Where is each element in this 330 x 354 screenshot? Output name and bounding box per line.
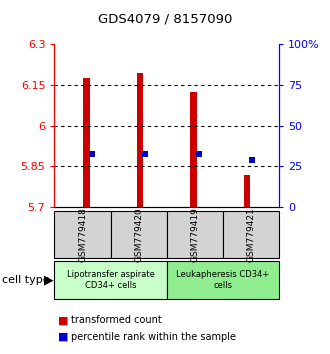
Text: GDS4079 / 8157090: GDS4079 / 8157090 — [98, 12, 232, 25]
Text: ▶: ▶ — [44, 274, 54, 286]
Text: GSM779418: GSM779418 — [78, 207, 87, 262]
Text: ■: ■ — [58, 332, 68, 342]
Text: GSM779419: GSM779419 — [190, 207, 199, 262]
Text: ■: ■ — [58, 315, 68, 325]
Text: Leukapheresis CD34+
cells: Leukapheresis CD34+ cells — [176, 270, 269, 290]
Bar — [137, 73, 143, 207]
Bar — [190, 92, 197, 207]
Bar — [83, 78, 90, 207]
Text: GSM779420: GSM779420 — [134, 207, 143, 262]
Text: GSM779421: GSM779421 — [246, 207, 255, 262]
Text: cell type: cell type — [2, 275, 49, 285]
Text: percentile rank within the sample: percentile rank within the sample — [71, 332, 236, 342]
Text: transformed count: transformed count — [71, 315, 162, 325]
Bar — [244, 175, 250, 207]
Text: Lipotransfer aspirate
CD34+ cells: Lipotransfer aspirate CD34+ cells — [67, 270, 154, 290]
